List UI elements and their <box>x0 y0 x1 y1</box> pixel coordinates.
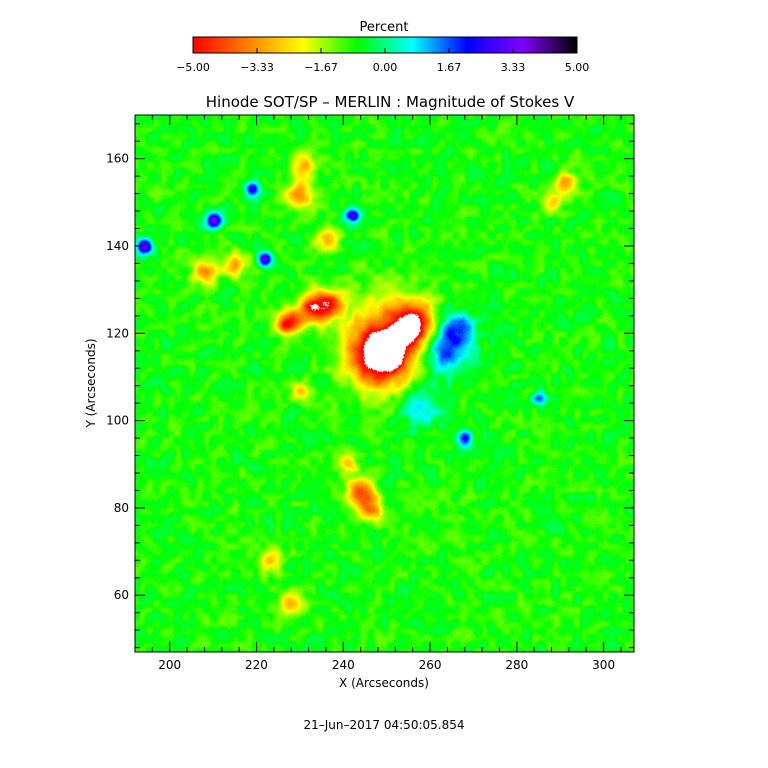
y-tick-label: 160 <box>106 152 129 166</box>
x-tick-label: 200 <box>158 658 181 672</box>
y-axis-label: Y (Arcseconds) <box>84 338 98 428</box>
colorbar-tick-label: 5.00 <box>565 61 590 74</box>
heatmap-image <box>135 115 634 652</box>
x-tick-label: 300 <box>592 658 615 672</box>
colorbar-tick-label: −3.33 <box>240 61 274 74</box>
colorbar-tick-label: 0.00 <box>373 61 398 74</box>
chart-title: Hinode SOT/SP – MERLIN : Magnitude of St… <box>206 93 575 111</box>
plot-area: 200 220 240 260 280 300 60 80 100 120 140 160 <box>106 114 635 672</box>
y-tick-label: 140 <box>106 239 129 253</box>
y-tick-label: 100 <box>106 414 129 428</box>
colorbar-tick-label: 3.33 <box>501 61 526 74</box>
observation-timestamp: 21–Jun–2017 04:50:05.854 <box>304 718 465 732</box>
colorbar-tick-label: −5.00 <box>176 61 210 74</box>
x-tick-label: 280 <box>505 658 528 672</box>
plot-frame <box>134 114 635 653</box>
colorbar-ticks: −5.00 −3.33 −1.67 0.00 1.67 3.33 5.00 <box>176 48 589 74</box>
x-axis: 200 220 240 260 280 300 <box>134 115 622 672</box>
colorbar-tick-label: 1.67 <box>437 61 462 74</box>
x-tick-label: 260 <box>419 658 442 672</box>
y-tick-label: 60 <box>114 588 129 602</box>
x-tick-label: 240 <box>332 658 355 672</box>
y-axis: 60 80 100 120 140 160 <box>106 123 634 649</box>
y-tick-label: 120 <box>106 326 129 340</box>
colorbar-tick-label: −1.67 <box>304 61 338 74</box>
colorbar-title: Percent <box>360 20 409 35</box>
colorbar: Percent −5.00 −3.33 −1.67 0.00 1.67 3.33 5.00 <box>176 20 589 74</box>
y-tick-label: 80 <box>114 501 129 515</box>
x-tick-label: 220 <box>245 658 268 672</box>
x-axis-label: X (Arcseconds) <box>339 676 429 690</box>
